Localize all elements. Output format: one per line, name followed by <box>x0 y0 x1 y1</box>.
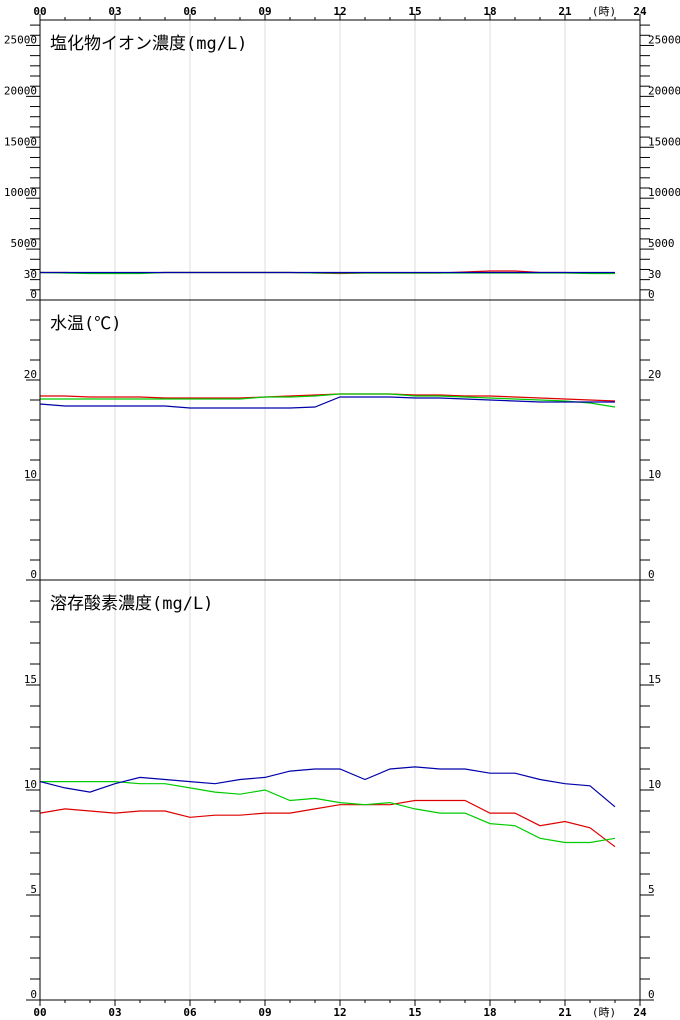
y-tick-label-right: 5 <box>648 883 655 896</box>
y-tick-label-right: 20000 <box>648 84 680 97</box>
y-tick-label-right: 25000 <box>648 33 680 46</box>
x-tick-label-top: 21 <box>558 5 572 18</box>
y-tick-label-left: 0 <box>30 288 37 301</box>
x-tick-label-bottom: 24 <box>633 1006 647 1019</box>
y-tick-label-left: 0 <box>30 988 37 1001</box>
y-tick-label-left: 0 <box>30 568 37 581</box>
x-unit-label-top: (時) <box>592 5 616 18</box>
series-line-blue <box>39 396 615 409</box>
x-tick-label-top: 03 <box>108 5 121 18</box>
x-tick-label-bottom: 15 <box>408 1006 421 1019</box>
series-line-red <box>39 799 616 848</box>
y-tick-label-left: 20 <box>24 368 37 381</box>
y-tick-label-right: 10 <box>648 778 661 791</box>
y-tick-label-right: 10 <box>648 468 661 481</box>
series-line-blue <box>39 766 616 808</box>
x-tick-label-top: 00 <box>33 5 46 18</box>
series-line-green <box>40 780 616 844</box>
y-tick-label-right: 0 <box>648 288 655 301</box>
y-tick-label-right: 20 <box>648 368 661 381</box>
x-tick-label-top: 24 <box>633 5 647 18</box>
y-tick-label-right: 10000 <box>648 186 680 199</box>
y-tick-label-left: 5 <box>30 883 37 896</box>
x-tick-label-top: 12 <box>333 5 346 18</box>
y-tick-label-left: 10 <box>24 778 37 791</box>
panel-title: 水温(℃) <box>50 314 121 334</box>
panel-2 <box>26 579 654 1001</box>
x-tick-label-bottom: 21 <box>558 1006 572 1019</box>
x-tick-label-bottom: 03 <box>108 1006 121 1019</box>
y-tick-label-left: 10 <box>24 468 37 481</box>
panel-0 <box>26 19 654 301</box>
x-tick-label-top: 06 <box>183 5 197 18</box>
panel-title: 塩化物イオン濃度(mg/L) <box>50 34 247 54</box>
panel-1 <box>26 299 654 581</box>
y-tick-label-right: 30 <box>648 268 661 281</box>
y-tick-label-right: 0 <box>648 568 655 581</box>
y-tick-label-left: 30 <box>24 268 37 281</box>
y-tick-label-right: 15000 <box>648 135 680 148</box>
y-tick-label-left: 15000 <box>4 135 37 148</box>
y-tick-label-right: 5000 <box>648 237 675 250</box>
y-tick-label-left: 5000 <box>11 237 38 250</box>
y-tick-label-right: 0 <box>648 988 655 1001</box>
y-tick-label-right: 15 <box>648 673 661 686</box>
y-tick-label-left: 15 <box>24 673 37 686</box>
x-tick-label-bottom: 09 <box>258 1006 271 1019</box>
x-tick-label-top: 18 <box>483 5 496 18</box>
series-line-green <box>40 393 616 408</box>
panel-title: 溶存酸素濃度(mg/L) <box>50 594 213 614</box>
x-tick-label-bottom: 00 <box>33 1006 46 1019</box>
x-tick-label-bottom: 18 <box>483 1006 496 1019</box>
x-unit-label-bottom: (時) <box>592 1006 616 1019</box>
x-tick-label-top: 15 <box>408 5 421 18</box>
y-tick-label-left: 20000 <box>4 84 37 97</box>
x-tick-label-bottom: 12 <box>333 1006 346 1019</box>
x-tick-label-top: 09 <box>258 5 271 18</box>
y-tick-label-left: 10000 <box>4 186 37 199</box>
x-tick-label-bottom: 06 <box>183 1006 197 1019</box>
y-tick-label-left: 25000 <box>4 33 37 46</box>
